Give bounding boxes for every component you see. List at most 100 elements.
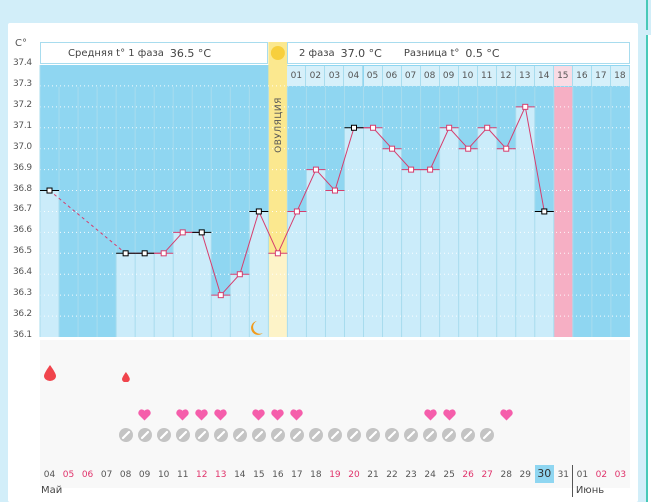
calendar-date[interactable]: 13: [215, 470, 227, 480]
calendar-date[interactable]: 11: [176, 470, 189, 480]
pill-icon[interactable]: [192, 427, 211, 446]
temperature-point: [160, 250, 167, 257]
calendar-date[interactable]: 20: [348, 470, 360, 480]
temperature-point: [179, 229, 186, 236]
temperature-bar: [344, 127, 364, 338]
moon-icon: [251, 321, 263, 335]
blood-drop-icon[interactable]: [40, 365, 59, 385]
pill-icon[interactable]: [249, 427, 268, 446]
calendar-date[interactable]: 05: [62, 470, 75, 480]
pill-icon[interactable]: [287, 427, 306, 446]
pill-icon[interactable]: [154, 427, 173, 446]
calendar-date[interactable]: 26: [462, 470, 474, 480]
y-tick-label: 36.2: [13, 309, 32, 320]
calendar-date[interactable]: 16: [272, 470, 284, 480]
pill-icon[interactable]: [268, 427, 287, 446]
temperature-point: [370, 124, 377, 131]
phase2-day: 02: [306, 66, 326, 86]
calendar-date[interactable]: 01: [576, 470, 589, 480]
calendar-date[interactable]: 28: [500, 470, 512, 480]
pill-icon[interactable]: [383, 427, 402, 446]
phase2-day: 11: [477, 66, 497, 86]
y-tick-label: 36.8: [13, 183, 32, 194]
calendar-date[interactable]: 30: [534, 465, 554, 483]
calendar-date[interactable]: 09: [138, 470, 151, 480]
pill-icon[interactable]: [364, 427, 383, 446]
calendar-date[interactable]: 25: [443, 470, 455, 480]
temperature-point: [331, 187, 338, 194]
pill-icon[interactable]: [211, 427, 230, 446]
calendar-date[interactable]: 27: [481, 470, 493, 480]
y-tick-label: 36.1: [13, 330, 32, 340]
diff-value: 0.5 °C: [465, 46, 500, 60]
pill-icon[interactable]: [421, 427, 440, 446]
calendar-date[interactable]: 06: [81, 470, 94, 480]
temperature-point: [522, 103, 529, 110]
calendar-date[interactable]: 15: [253, 470, 265, 480]
calendar-date[interactable]: 21: [367, 470, 379, 480]
ovulation-column-lower: [268, 253, 288, 337]
calendar-date[interactable]: 31: [557, 470, 570, 480]
calendar-date[interactable]: 07: [100, 470, 113, 480]
heart-icon[interactable]: [287, 406, 306, 425]
pill-icon[interactable]: [230, 427, 249, 446]
pill-icon[interactable]: [116, 427, 135, 446]
blood-drop-icon[interactable]: [116, 367, 135, 386]
calendar-date[interactable]: 10: [157, 470, 170, 480]
pill-icon[interactable]: [135, 427, 154, 446]
calendar-date[interactable]: 23: [405, 470, 417, 480]
month-label: Май: [41, 485, 63, 496]
phase2-day: 09: [439, 66, 459, 86]
temperature-point: [122, 250, 129, 257]
pill-icon[interactable]: [325, 427, 344, 446]
phase2-label: 2 фаза: [299, 47, 335, 59]
pill-icon[interactable]: [478, 427, 497, 446]
heart-icon[interactable]: [421, 406, 440, 425]
heart-icon[interactable]: [440, 406, 459, 425]
calendar-date[interactable]: 12: [196, 470, 208, 480]
y-tick-label: 37.4: [13, 58, 32, 68]
calendar-date[interactable]: 24: [424, 470, 436, 480]
temperature-bar: [477, 127, 497, 338]
calendar-date[interactable]: 04: [43, 470, 56, 480]
calendar-date[interactable]: 19: [329, 470, 341, 480]
calendar-date[interactable]: 29: [519, 470, 531, 480]
pill-icon[interactable]: [344, 427, 363, 446]
temperature-bar: [306, 169, 326, 337]
pill-icon[interactable]: [306, 427, 325, 446]
pill-icon[interactable]: [459, 427, 478, 446]
calendar-date[interactable]: 03: [614, 470, 627, 480]
ovulation-column: [268, 42, 288, 254]
pill-icon[interactable]: [440, 427, 459, 446]
phase2-summary: 2 фаза 37.0 °C Разница t° 0.5 °C: [287, 42, 630, 64]
phase2-day: 17: [591, 66, 611, 86]
phase2-day: 16: [572, 66, 592, 86]
heart-icon[interactable]: [268, 406, 287, 425]
temperature-bar: [420, 169, 440, 337]
heart-icon[interactable]: [192, 406, 211, 425]
calendar-date[interactable]: 22: [386, 470, 398, 480]
y-tick-label: 37.3: [13, 78, 32, 89]
phase2-day: 13: [515, 66, 535, 86]
pill-icon[interactable]: [402, 427, 421, 446]
month-label: Июнь: [575, 485, 605, 496]
y-tick-label: 36.7: [13, 204, 32, 215]
heart-icon[interactable]: [135, 406, 154, 425]
calendar-date[interactable]: 08: [119, 470, 132, 480]
heart-icon[interactable]: [173, 406, 192, 425]
heart-icon[interactable]: [249, 406, 268, 425]
y-tick-label: 36.4: [13, 267, 32, 278]
calendar-date[interactable]: 17: [291, 470, 303, 480]
y-tick-label: 37.1: [13, 120, 32, 131]
ovulation-label: ОВУЛЯЦИЯ: [274, 97, 284, 153]
calendar-date[interactable]: 14: [234, 470, 246, 480]
right-panel-edge: [646, 35, 651, 502]
y-tick-label: 37.2: [13, 99, 32, 110]
pill-icon[interactable]: [173, 427, 192, 446]
calendar-date[interactable]: 02: [595, 470, 608, 480]
temperature-bar: [40, 190, 60, 337]
phase1-value: 36.5 °C: [169, 46, 212, 60]
heart-icon[interactable]: [211, 406, 230, 425]
heart-icon[interactable]: [497, 406, 516, 425]
calendar-date[interactable]: 18: [310, 470, 322, 480]
